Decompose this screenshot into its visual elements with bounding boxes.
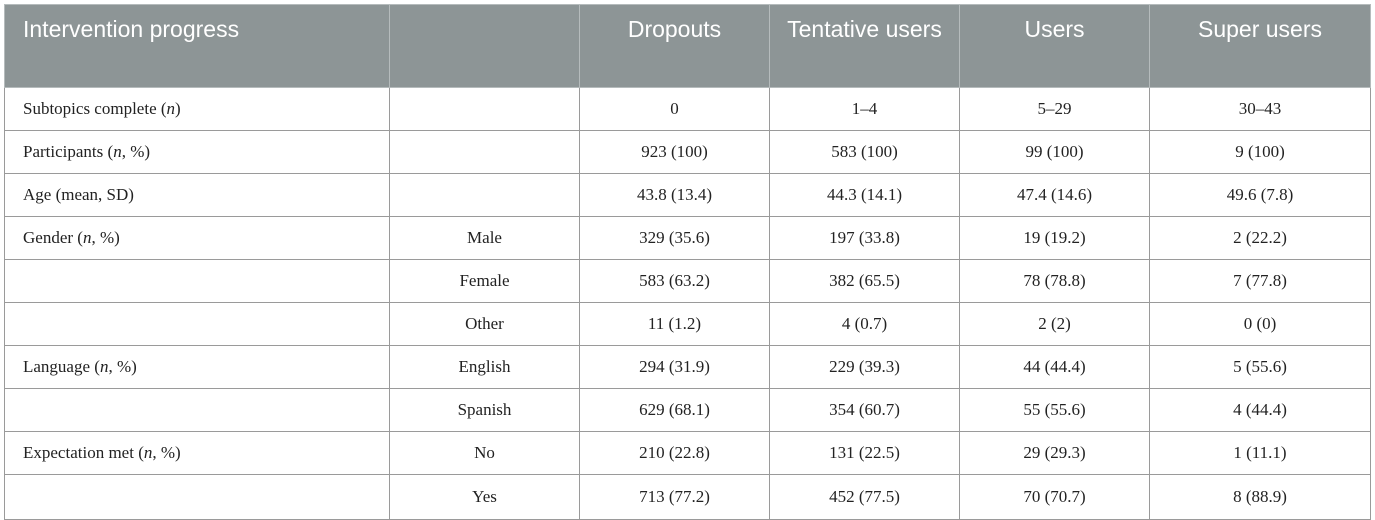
cell-value: 329 (35.6) <box>579 216 770 260</box>
cell-value: 1 (11.1) <box>1149 431 1371 475</box>
cell-value: 47.4 (14.6) <box>959 173 1150 217</box>
row-label: Expectation met (n, %) <box>4 431 390 475</box>
cell-value: 8 (88.9) <box>1149 474 1371 520</box>
cell-value: 4 (44.4) <box>1149 388 1371 432</box>
table-row: Yes 713 (77.2) 452 (77.5) 70 (70.7) 8 (88.9) <box>4 474 1371 520</box>
row-label-suffix: , % <box>152 443 176 462</box>
cell-value: 43.8 (13.4) <box>579 173 770 217</box>
cell-value: 583 (63.2) <box>579 259 770 303</box>
row-label: Gender (n, %) <box>4 216 390 260</box>
cell-value: 44.3 (14.1) <box>769 173 960 217</box>
row-label <box>4 259 390 303</box>
row-label-italic: n <box>113 142 122 161</box>
cell-value: 197 (33.8) <box>769 216 960 260</box>
row-label-italic: n <box>82 228 92 247</box>
cell-value: 99 (100) <box>959 130 1150 174</box>
table-row: Subtopics complete (n) 0 1–4 5–29 30–43 <box>4 87 1371 131</box>
cell-value: 4 (0.7) <box>769 302 960 346</box>
row-label: Participants (n, %) <box>4 130 390 174</box>
row-label-text: Subtopics complete <box>23 99 157 118</box>
row-label-suffix: , % <box>91 228 115 247</box>
table-row: Expectation met (n, %) No 210 (22.8) 131 (2… <box>4 431 1371 475</box>
table-row: Female 583 (63.2) 382 (65.5) 78 (78.8) 7 (77… <box>4 259 1371 303</box>
cell-value: 210 (22.8) <box>579 431 770 475</box>
cell-value: 713 (77.2) <box>579 474 770 520</box>
row-label-text: Expectation met <box>23 443 134 462</box>
cell-value: 78 (78.8) <box>959 259 1150 303</box>
header-row: Intervention progress Dropouts Tentative… <box>4 4 1371 88</box>
cell-value: 0 (0) <box>1149 302 1371 346</box>
cell-value: 19 (19.2) <box>959 216 1150 260</box>
cell-value: 29 (29.3) <box>959 431 1150 475</box>
row-subgroup: Other <box>389 302 580 346</box>
cell-value: 583 (100) <box>769 130 960 174</box>
cell-value: 2 (2) <box>959 302 1150 346</box>
cell-value: 2 (22.2) <box>1149 216 1371 260</box>
row-label-text: Age (mean, SD) <box>23 185 134 204</box>
cell-value: 294 (31.9) <box>579 345 770 389</box>
cell-value: 354 (60.7) <box>769 388 960 432</box>
header-super-users: Super users <box>1149 4 1371 88</box>
cell-value: 229 (39.3) <box>769 345 960 389</box>
table-row: Age (mean, SD) 43.8 (13.4) 44.3 (14.1) 47.4… <box>4 173 1371 217</box>
cell-value: 44 (44.4) <box>959 345 1150 389</box>
row-label <box>4 474 390 520</box>
table-row: Language (n, %) English 294 (31.9) 229 (39.… <box>4 345 1371 389</box>
table-body: Subtopics complete (n) 0 1–4 5–29 30–43 Parti… <box>4 87 1371 520</box>
header-dropouts: Dropouts <box>579 4 770 88</box>
row-label-text: Participants <box>23 142 104 161</box>
row-label-suffix: , % <box>108 357 132 376</box>
table-header: Intervention progress Dropouts Tentative… <box>4 4 1371 88</box>
row-label <box>4 388 390 432</box>
cell-value: 49.6 (7.8) <box>1149 173 1371 217</box>
cell-value: 0 <box>579 87 770 131</box>
cell-value: 1–4 <box>769 87 960 131</box>
cell-value: 5 (55.6) <box>1149 345 1371 389</box>
row-label-text: Gender <box>23 228 74 247</box>
row-subgroup <box>389 130 580 174</box>
cell-value: 11 (1.2) <box>579 302 770 346</box>
table-row: Other 11 (1.2) 4 (0.7) 2 (2) 0 (0) <box>4 302 1371 346</box>
row-label-suffix: , % <box>121 142 145 161</box>
cell-value: 923 (100) <box>579 130 770 174</box>
row-label-italic: n <box>99 357 109 376</box>
cell-value: 382 (65.5) <box>769 259 960 303</box>
cell-value: 70 (70.7) <box>959 474 1150 520</box>
cell-value: 629 (68.1) <box>579 388 770 432</box>
header-tentative-users: Tentative users <box>769 4 960 88</box>
row-subgroup: No <box>389 431 580 475</box>
cell-value: 131 (22.5) <box>769 431 960 475</box>
table-row: Spanish 629 (68.1) 354 (60.7) 55 (55.6) 4 (4… <box>4 388 1371 432</box>
row-subgroup <box>389 87 580 131</box>
row-subgroup: Male <box>389 216 580 260</box>
row-subgroup: Spanish <box>389 388 580 432</box>
row-subgroup: Yes <box>389 474 580 520</box>
row-subgroup: English <box>389 345 580 389</box>
header-subgroup <box>389 4 580 88</box>
intervention-progress-table: Intervention progress Dropouts Tentative… <box>4 4 1371 520</box>
row-label: Subtopics complete (n) <box>4 87 390 131</box>
cell-value: 9 (100) <box>1149 130 1371 174</box>
row-subgroup <box>389 173 580 217</box>
row-label-italic: n <box>143 443 153 462</box>
table-row: Gender (n, %) Male 329 (35.6) 197 (33.8) 19 … <box>4 216 1371 260</box>
row-label-text: Language <box>23 357 91 376</box>
cell-value: 5–29 <box>959 87 1150 131</box>
cell-value: 452 (77.5) <box>769 474 960 520</box>
row-subgroup: Female <box>389 259 580 303</box>
row-label: Age (mean, SD) <box>4 173 390 217</box>
cell-value: 30–43 <box>1149 87 1371 131</box>
row-label <box>4 302 390 346</box>
cell-value: 7 (77.8) <box>1149 259 1371 303</box>
table-row: Participants (n, %) 923 (100) 583 (100) 99 … <box>4 130 1371 174</box>
row-label-italic: n <box>166 99 176 118</box>
cell-value: 55 (55.6) <box>959 388 1150 432</box>
row-label: Language (n, %) <box>4 345 390 389</box>
header-intervention-progress: Intervention progress <box>4 4 390 88</box>
header-users: Users <box>959 4 1150 88</box>
